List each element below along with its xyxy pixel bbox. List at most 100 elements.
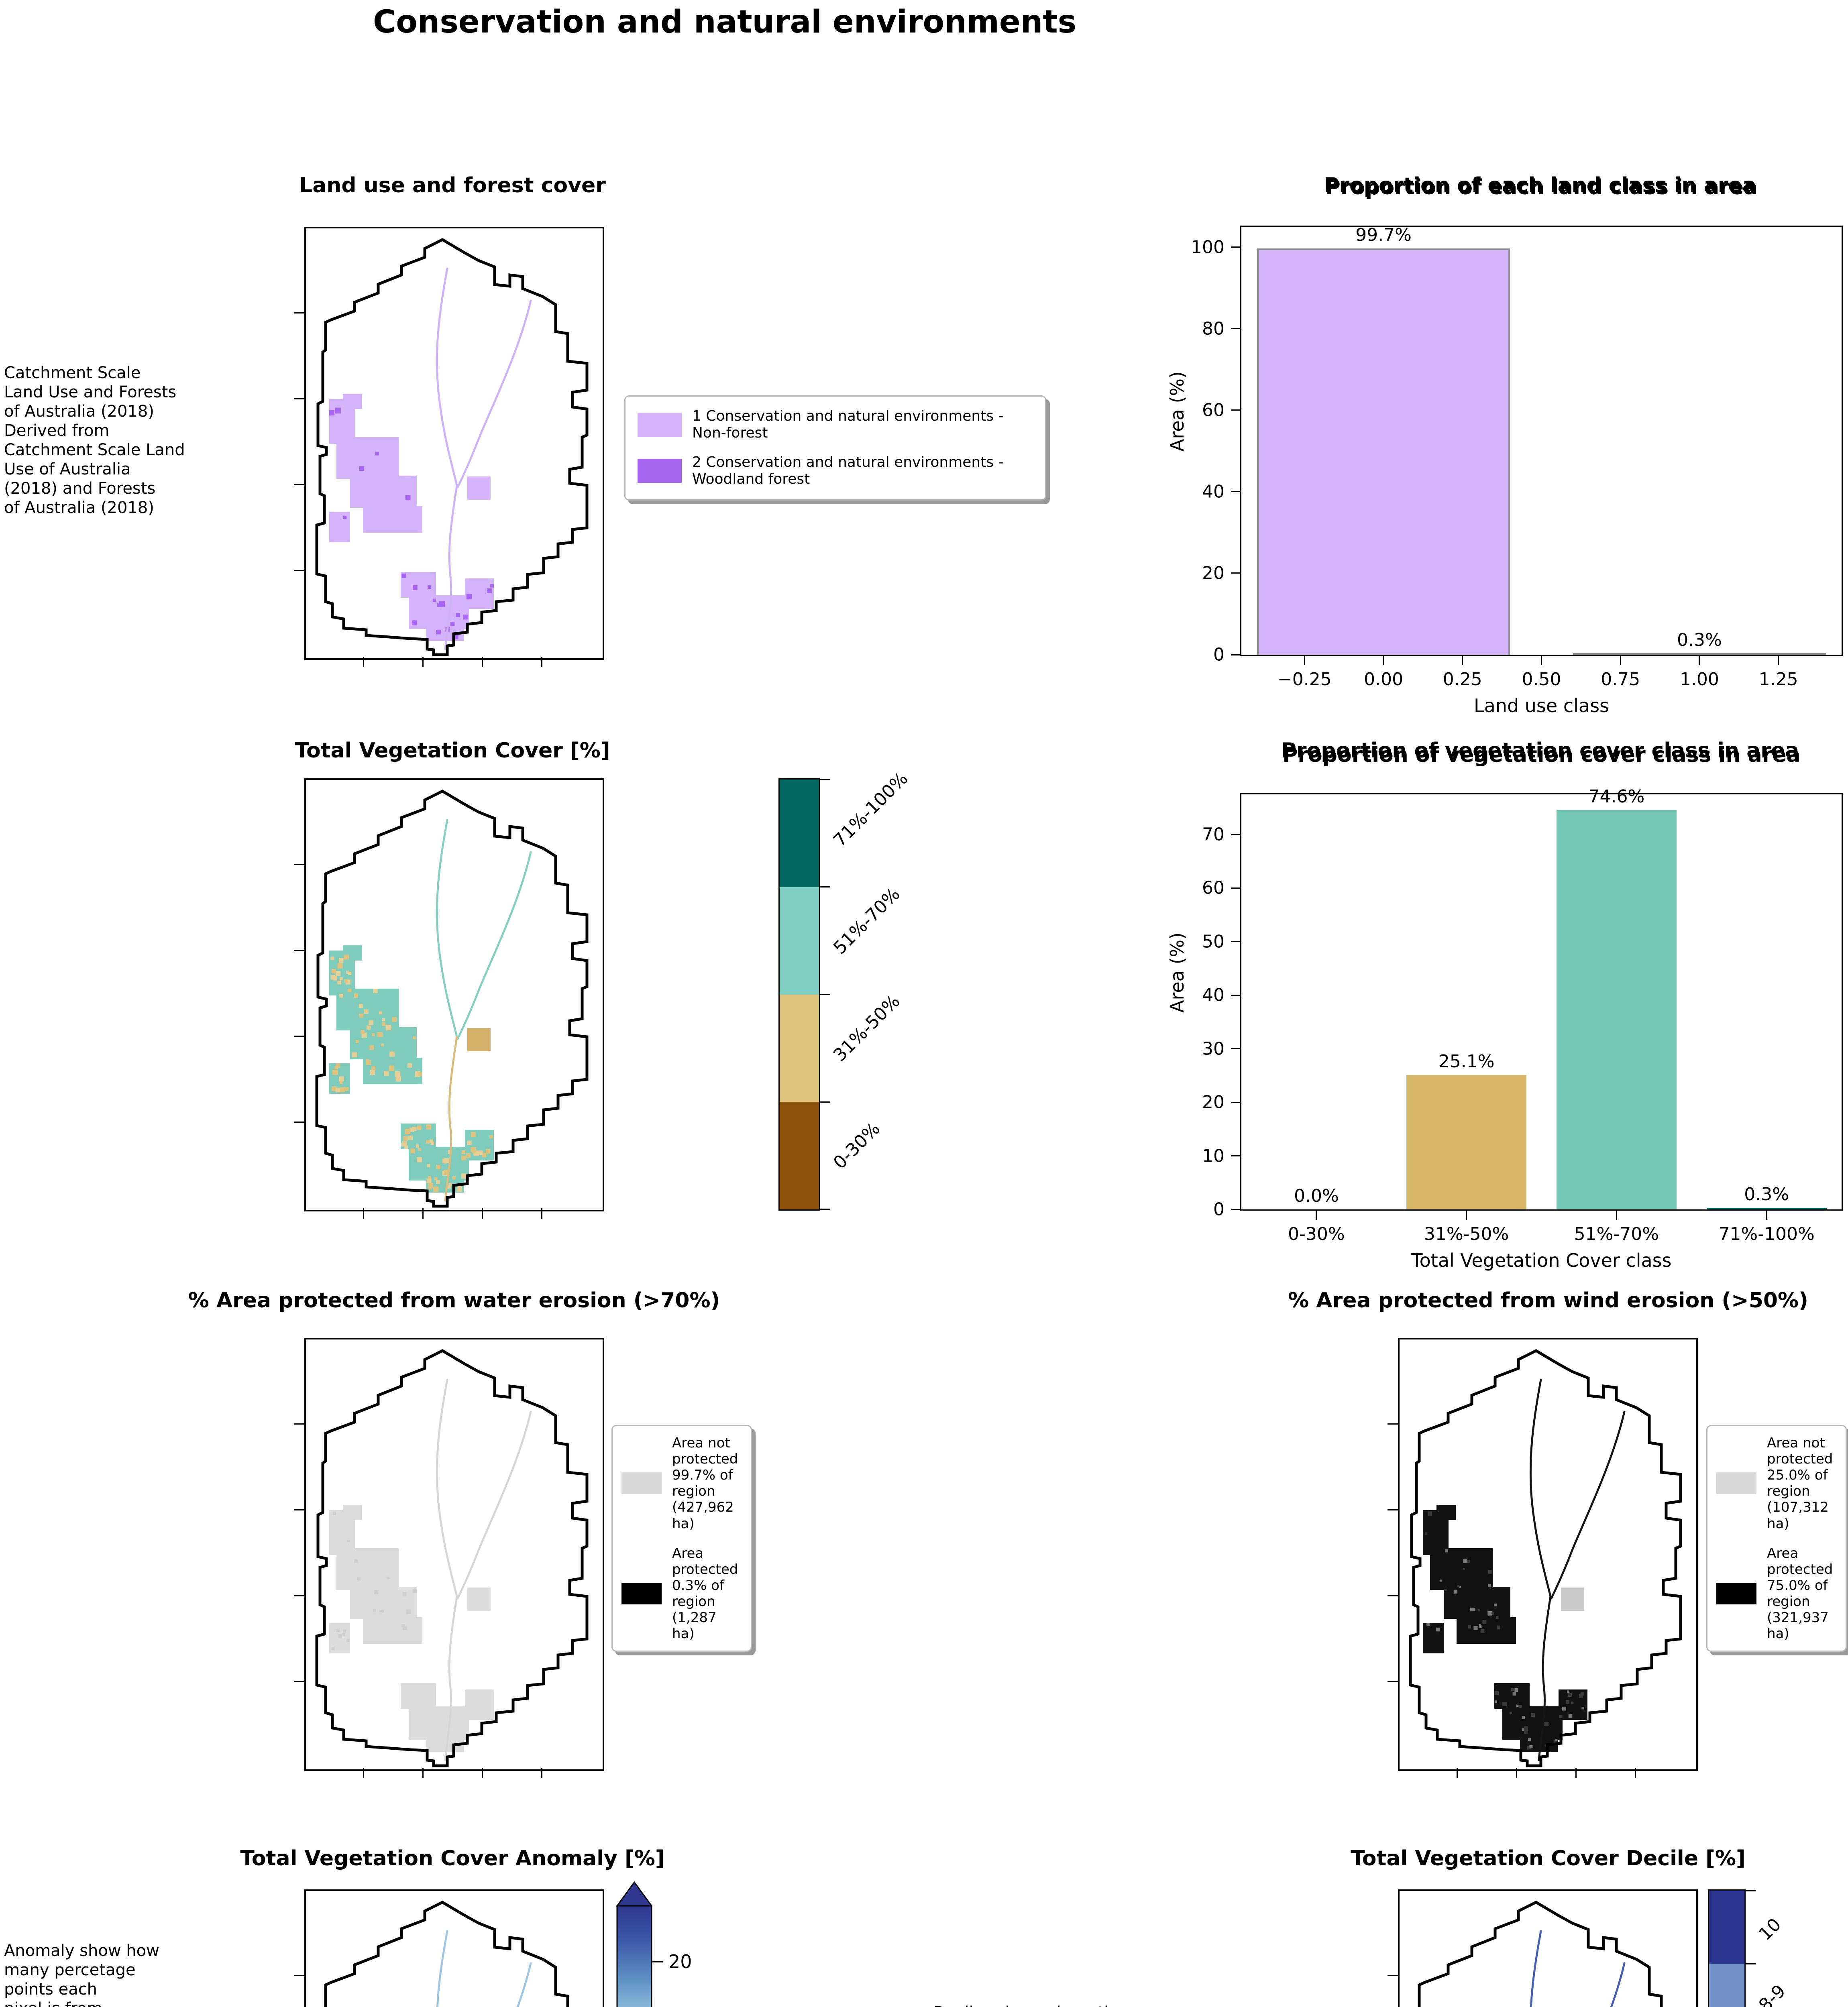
y-tick-label: 10 bbox=[1202, 1146, 1225, 1166]
x-tick-label: −0.25 bbox=[1277, 669, 1332, 690]
legend-wind-erosion: Area not protected 25.0% of region (107,… bbox=[1706, 1425, 1847, 1652]
axis-tick bbox=[1541, 655, 1542, 665]
legend-item: Area not protected 25.0% of region (107,… bbox=[1716, 1435, 1837, 1532]
colorbar-anomaly: 20100−10−20 bbox=[616, 1881, 692, 2007]
map-axis-tick bbox=[541, 1768, 542, 1778]
colorbar-segment bbox=[780, 780, 819, 887]
x-tick-label: 0.75 bbox=[1601, 669, 1640, 690]
x-tick-label: 1.25 bbox=[1758, 669, 1798, 690]
map-axis-tick bbox=[294, 949, 304, 951]
map-axis-tick bbox=[294, 1595, 304, 1597]
map-landuse bbox=[294, 227, 604, 667]
map-axis-tick bbox=[294, 1036, 304, 1037]
colorbar-segment-label: 71%-100% bbox=[829, 768, 912, 851]
legend-swatch bbox=[1716, 1582, 1756, 1604]
legend-item-label: 2 Conservation and natural environments … bbox=[692, 454, 1004, 488]
bar-value-label: 99.7% bbox=[1355, 224, 1412, 245]
colorbar-segment-label: 51%-70% bbox=[829, 883, 904, 959]
axis-tick bbox=[1620, 655, 1621, 665]
axis-tick bbox=[1231, 941, 1241, 942]
bar bbox=[1706, 1208, 1827, 1209]
chart-title: Proportion of vegetation cover class in … bbox=[1282, 743, 1801, 767]
map-axis-tick bbox=[294, 1122, 304, 1123]
map-water-erosion bbox=[294, 1338, 604, 1778]
axis-tick bbox=[1231, 887, 1241, 889]
y-tick-label: 20 bbox=[1202, 1092, 1225, 1113]
axis-tick bbox=[1304, 655, 1305, 665]
legend-landuse: 1 Conservation and natural environments … bbox=[624, 395, 1046, 501]
y-axis-label: Area (%) bbox=[1166, 932, 1188, 1013]
map-axis-tick bbox=[363, 1208, 365, 1219]
colorbar-segment-label: 0-30% bbox=[829, 1118, 884, 1173]
colorbar-up-arrow bbox=[616, 1881, 653, 1907]
legend-item: Area protected 75.0% of region (321,937 … bbox=[1716, 1545, 1837, 1642]
chart-title-landclass: Proportion of each land class in area bbox=[1324, 173, 1756, 197]
map-anomaly bbox=[294, 1889, 604, 2007]
bar-value-label: 0.0% bbox=[1294, 1186, 1339, 1206]
map-axis-tick bbox=[541, 1208, 542, 1219]
axis-tick bbox=[1231, 1155, 1241, 1157]
y-axis-label: Area (%) bbox=[1166, 371, 1188, 452]
colorbar-tick bbox=[1744, 1890, 1756, 1891]
y-tick-label: 100 bbox=[1191, 237, 1225, 258]
y-tick-label: 40 bbox=[1202, 985, 1225, 1006]
x-tick-label: 0.25 bbox=[1443, 669, 1482, 690]
x-tick-label: 0.50 bbox=[1522, 669, 1561, 690]
map-axis-tick bbox=[1388, 1681, 1398, 1683]
map-axis-tick bbox=[481, 657, 483, 667]
anomaly-note: Anomaly show how many percetage points e… bbox=[4, 1942, 159, 2007]
y-tick-label: 70 bbox=[1202, 824, 1225, 845]
colorbar-segment-label: 8-9 bbox=[1754, 1981, 1790, 2007]
y-tick-label: 20 bbox=[1202, 563, 1225, 584]
landuse-source-note: Catchment Scale Land Use and Forests of … bbox=[4, 364, 185, 517]
colorbar-segment bbox=[1709, 1891, 1744, 1964]
axis-tick bbox=[1231, 409, 1241, 411]
map-axis-tick bbox=[1634, 1768, 1636, 1778]
map-axis-tick bbox=[294, 1974, 304, 1976]
map-axis-tick bbox=[1457, 1768, 1458, 1778]
axis-tick bbox=[1231, 491, 1241, 493]
colorbar-tick-label: 20 bbox=[668, 1951, 692, 1973]
colorbar-tick bbox=[1744, 1963, 1756, 1964]
map-axis-tick bbox=[1516, 1768, 1518, 1778]
axis-tick bbox=[1766, 1209, 1767, 1220]
bar-value-label: 0.3% bbox=[1744, 1184, 1789, 1205]
map-title-decile: Total Vegetation Cover Decile [%] bbox=[1351, 1846, 1746, 1871]
colorbar-segment-label: 31%-50% bbox=[829, 991, 904, 1066]
map-axis-tick bbox=[541, 657, 542, 667]
map-axis-tick bbox=[422, 657, 424, 667]
x-tick-label: 31%-50% bbox=[1424, 1224, 1509, 1244]
map-axis-tick bbox=[294, 484, 304, 486]
x-tick-label: 71%-100% bbox=[1718, 1224, 1815, 1244]
axis-tick bbox=[1231, 994, 1241, 996]
bar bbox=[1406, 1075, 1527, 1209]
map-title-vegcover: Total Vegetation Cover [%] bbox=[295, 739, 610, 763]
axis-tick bbox=[1231, 572, 1241, 574]
axis-tick bbox=[1462, 655, 1463, 665]
chart-title-vegclass: Proportion of vegetation cover class in … bbox=[1281, 739, 1799, 763]
chart-title: Proportion of each land class in area bbox=[1325, 175, 1758, 199]
colorbar-segment bbox=[780, 887, 819, 995]
map-axis-tick bbox=[294, 570, 304, 572]
legend-item: 1 Conservation and natural environments … bbox=[638, 408, 1033, 442]
x-tick-label: 0-30% bbox=[1288, 1224, 1345, 1244]
colorbar-segment bbox=[780, 1102, 819, 1209]
axis-tick bbox=[1231, 1101, 1241, 1103]
map-axis-tick bbox=[294, 1423, 304, 1425]
colorbar-segment bbox=[780, 994, 819, 1102]
bar bbox=[1556, 810, 1677, 1209]
colorbar-tick bbox=[819, 1101, 830, 1103]
axis-tick bbox=[1231, 834, 1241, 835]
map-axis-tick bbox=[481, 1208, 483, 1219]
map-decile bbox=[1388, 1889, 1698, 2007]
map-axis-tick bbox=[294, 398, 304, 399]
map-axis-tick bbox=[1575, 1768, 1577, 1778]
map-vegetation-cover bbox=[294, 778, 604, 1219]
page-title: Conservation and natural environments bbox=[373, 4, 1077, 40]
map-axis-tick bbox=[294, 1681, 304, 1683]
y-tick-label: 60 bbox=[1202, 877, 1225, 898]
map-axis-tick bbox=[1388, 1509, 1398, 1510]
axis-tick bbox=[1231, 1209, 1241, 1210]
axis-tick bbox=[1616, 1209, 1617, 1220]
